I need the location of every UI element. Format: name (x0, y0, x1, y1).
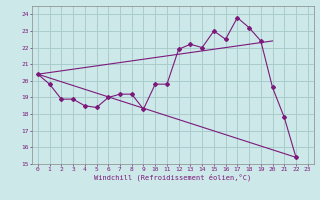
X-axis label: Windchill (Refroidissement éolien,°C): Windchill (Refroidissement éolien,°C) (94, 173, 252, 181)
